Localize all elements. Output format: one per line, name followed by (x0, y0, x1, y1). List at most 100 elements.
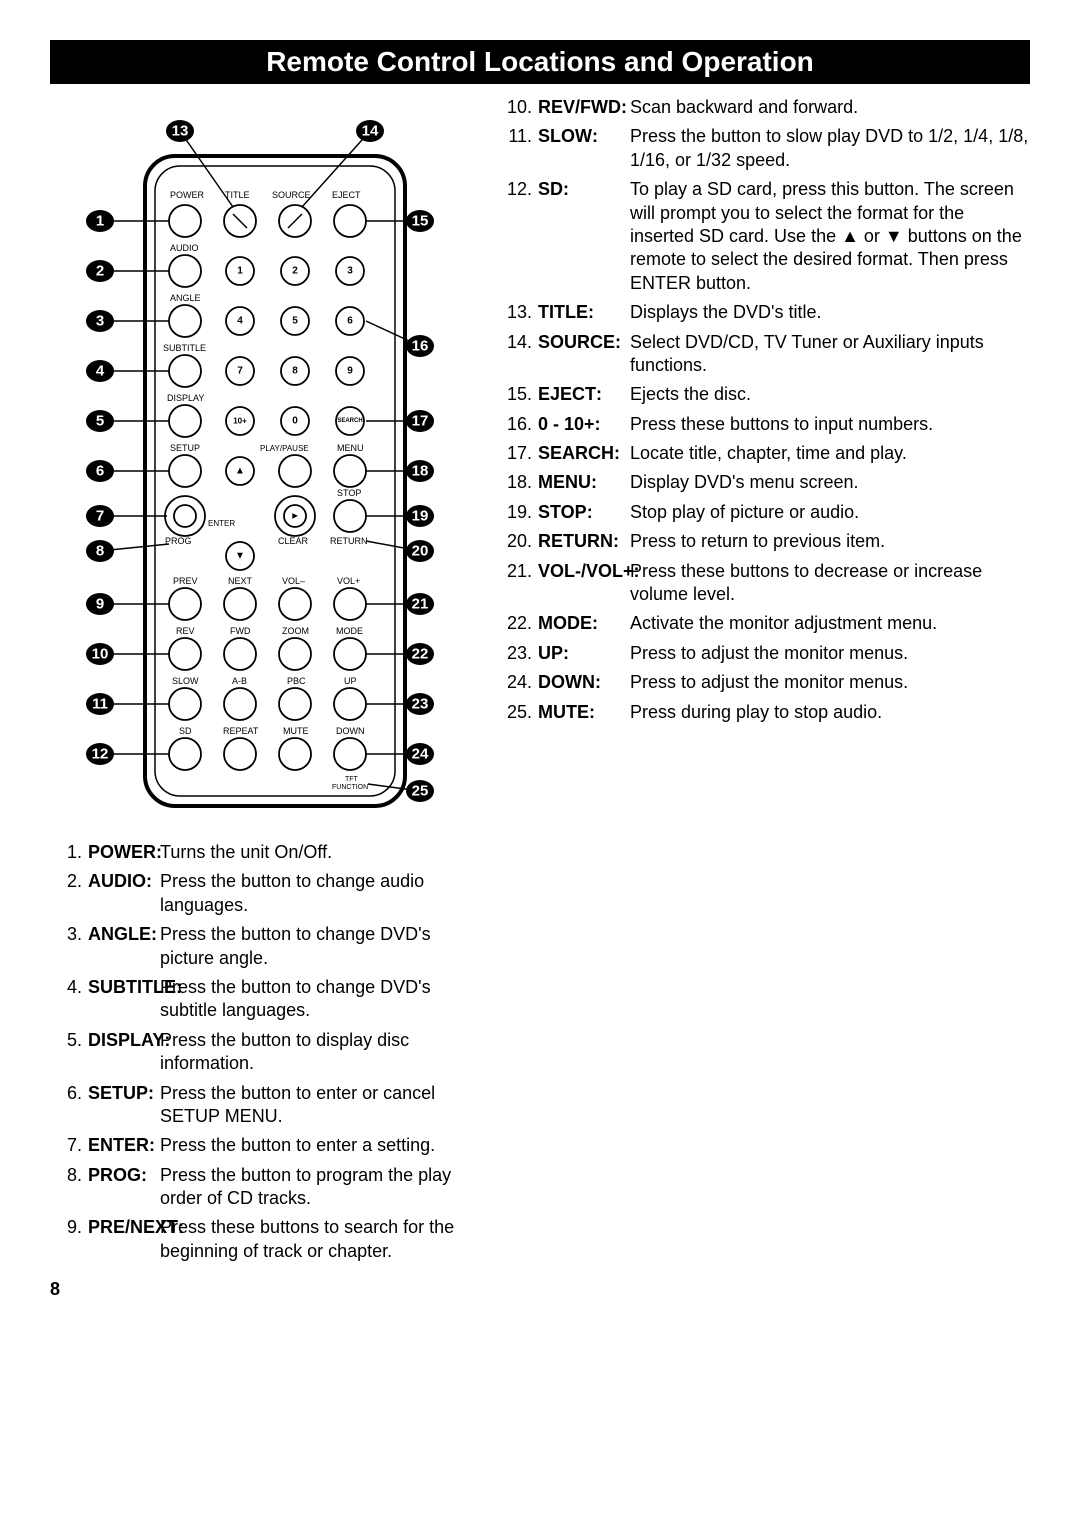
desc-label: SD: (532, 178, 569, 295)
desc-num: 19. (500, 501, 532, 524)
callout-11: 11 (86, 693, 169, 715)
page-number: 8 (50, 1279, 480, 1300)
svg-text:15: 15 (412, 213, 429, 230)
desc-label: ENTER: (82, 1134, 155, 1157)
desc-row: 17.SEARCH:Locate title, chapter, time an… (500, 442, 1030, 465)
desc-row: 11.SLOW:Press the button to slow play DV… (500, 125, 1030, 172)
svg-text:10: 10 (92, 646, 109, 663)
svg-text:PBC: PBC (287, 676, 306, 686)
desc-num: 21. (500, 560, 532, 607)
svg-text:SUBTITLE: SUBTITLE (163, 343, 206, 353)
callout-10: 10 (86, 643, 169, 665)
svg-text:12: 12 (92, 746, 109, 763)
desc-row: 25.MUTE:Press during play to stop audio. (500, 701, 1030, 724)
desc-label: STOP: (532, 501, 593, 524)
desc-text: Stop play of picture or audio. (630, 501, 1030, 524)
svg-text:8: 8 (292, 366, 298, 377)
callout-15: 15 (366, 210, 434, 232)
desc-label: MUTE: (532, 701, 595, 724)
svg-text:ANGLE: ANGLE (170, 293, 201, 303)
desc-text: Press the button to enter a setting. (160, 1134, 480, 1157)
svg-text:MUTE: MUTE (283, 726, 309, 736)
desc-num: 9. (50, 1216, 82, 1263)
desc-label: SEARCH: (532, 442, 620, 465)
svg-text:2: 2 (292, 266, 298, 277)
desc-num: 16. (500, 413, 532, 436)
desc-label: TITLE: (532, 301, 594, 324)
desc-row: 16.0 - 10+:Press these buttons to input … (500, 413, 1030, 436)
desc-text: Locate title, chapter, time and play. (630, 442, 1030, 465)
desc-text: Displays the DVD's title. (630, 301, 1030, 324)
svg-text:4: 4 (96, 363, 105, 380)
desc-num: 22. (500, 612, 532, 635)
desc-label: SETUP: (82, 1082, 154, 1129)
desc-text: Press these buttons to search for the be… (160, 1216, 480, 1263)
svg-text:SOURCE: SOURCE (272, 190, 311, 200)
svg-text:NEXT: NEXT (228, 576, 253, 586)
svg-text:7: 7 (96, 508, 104, 525)
desc-num: 11. (500, 125, 532, 172)
desc-label: DISPLAY: (82, 1029, 170, 1076)
desc-label: MENU: (532, 471, 597, 494)
desc-num: 4. (50, 976, 82, 1023)
svg-text:FUNCTION: FUNCTION (332, 784, 368, 791)
desc-num: 12. (500, 178, 532, 295)
callout-22: 22 (366, 643, 434, 665)
svg-text:3: 3 (347, 266, 353, 277)
desc-row: 4.SUBTITLE:Press the button to change DV… (50, 976, 480, 1023)
svg-text:2: 2 (96, 263, 104, 280)
svg-text:PREV: PREV (173, 576, 198, 586)
desc-num: 20. (500, 530, 532, 553)
desc-row: 24.DOWN:Press to adjust the monitor menu… (500, 671, 1030, 694)
desc-row: 9.PRE/NEXT:Press these buttons to search… (50, 1216, 480, 1263)
desc-num: 6. (50, 1082, 82, 1129)
svg-text:4: 4 (237, 316, 243, 327)
desc-text: To play a SD card, press this button. Th… (630, 178, 1030, 295)
desc-text: Press the button to change DVD's picture… (160, 923, 480, 970)
desc-text: Scan backward and forward. (630, 96, 1030, 119)
desc-text: Press to return to previous item. (630, 530, 1030, 553)
desc-num: 14. (500, 331, 532, 378)
desc-text: Activate the monitor adjustment menu. (630, 612, 1030, 635)
svg-text:6: 6 (347, 316, 353, 327)
desc-label: SOURCE: (532, 331, 621, 378)
svg-text:UP: UP (344, 676, 357, 686)
svg-text:SD: SD (179, 726, 192, 736)
left-column: POWER TITLE SOURCE EJECT AUDIO 1 2 3 ANG… (50, 96, 480, 1300)
svg-text:8: 8 (96, 543, 104, 560)
callout-2: 2 (86, 260, 169, 282)
page-title-bar: Remote Control Locations and Operation (50, 40, 1030, 84)
desc-row: 14.SOURCE:Select DVD/CD, TV Tuner or Aux… (500, 331, 1030, 378)
desc-num: 25. (500, 701, 532, 724)
svg-text:FWD: FWD (230, 626, 251, 636)
desc-row: 1.POWER:Turns the unit On/Off. (50, 841, 480, 864)
desc-row: 21.VOL-/VOL+:Press these buttons to decr… (500, 560, 1030, 607)
desc-num: 10. (500, 96, 532, 119)
desc-text: Press the button to change audio languag… (160, 870, 480, 917)
callout-4: 4 (86, 360, 169, 382)
svg-text:5: 5 (292, 316, 298, 327)
svg-text:ENTER: ENTER (208, 519, 235, 528)
desc-text: Press the button to program the play ord… (160, 1164, 480, 1211)
svg-text:7: 7 (237, 366, 243, 377)
descriptions-left: 1.POWER:Turns the unit On/Off. 2.AUDIO:Pr… (50, 841, 480, 1263)
desc-text: Press the button to change DVD's subtitl… (160, 976, 480, 1023)
desc-num: 7. (50, 1134, 82, 1157)
desc-text: Press to adjust the monitor menus. (630, 671, 1030, 694)
svg-text:9: 9 (96, 596, 104, 613)
desc-num: 24. (500, 671, 532, 694)
desc-row: 2.AUDIO:Press the button to change audio… (50, 870, 480, 917)
desc-num: 15. (500, 383, 532, 406)
svg-text:SLOW: SLOW (172, 676, 199, 686)
svg-text:20: 20 (412, 543, 429, 560)
svg-text:AUDIO: AUDIO (170, 243, 199, 253)
svg-text:17: 17 (412, 413, 429, 430)
desc-num: 8. (50, 1164, 82, 1211)
desc-row: 5.DISPLAY:Press the button to display di… (50, 1029, 480, 1076)
desc-label: 0 - 10+: (532, 413, 601, 436)
desc-row: 3.ANGLE:Press the button to change DVD's… (50, 923, 480, 970)
callout-6: 6 (86, 460, 169, 482)
callout-19: 19 (366, 505, 434, 527)
desc-row: 18.MENU:Display DVD's menu screen. (500, 471, 1030, 494)
svg-text:SEARCH: SEARCH (337, 418, 362, 424)
